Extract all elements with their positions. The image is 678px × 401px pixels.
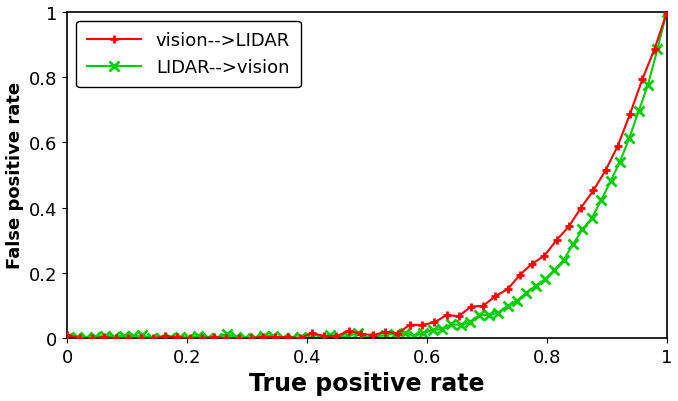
Y-axis label: False positive rate: False positive rate <box>5 82 24 269</box>
LIDAR-->vision <box>316 336 324 341</box>
LIDAR-->vision <box>578 227 586 232</box>
vision-->LIDAR <box>443 313 451 318</box>
vision-->LIDAR <box>63 332 71 337</box>
vision-->LIDAR <box>320 334 328 338</box>
vision-->LIDAR <box>626 112 634 117</box>
vision-->LIDAR <box>577 206 585 211</box>
vision-->LIDAR <box>381 330 389 334</box>
vision-->LIDAR <box>650 47 658 52</box>
vision-->LIDAR <box>431 320 439 325</box>
vision-->LIDAR <box>540 254 549 259</box>
vision-->LIDAR <box>638 78 646 83</box>
X-axis label: True positive rate: True positive rate <box>250 371 485 395</box>
vision-->LIDAR <box>259 334 267 339</box>
vision-->LIDAR <box>186 336 194 341</box>
vision-->LIDAR <box>125 336 133 341</box>
vision-->LIDAR <box>87 336 96 341</box>
vision-->LIDAR <box>137 336 145 341</box>
vision-->LIDAR <box>455 314 463 319</box>
vision-->LIDAR <box>174 335 182 340</box>
vision-->LIDAR <box>614 144 622 149</box>
vision-->LIDAR <box>344 328 353 333</box>
vision-->LIDAR <box>492 294 500 299</box>
Line: vision-->LIDAR: vision-->LIDAR <box>63 9 671 342</box>
vision-->LIDAR <box>418 323 426 328</box>
vision-->LIDAR <box>283 334 292 339</box>
vision-->LIDAR <box>332 334 340 339</box>
vision-->LIDAR <box>565 225 573 229</box>
vision-->LIDAR <box>271 335 279 340</box>
vision-->LIDAR <box>406 322 414 327</box>
vision-->LIDAR <box>296 336 304 341</box>
vision-->LIDAR <box>198 336 206 341</box>
vision-->LIDAR <box>149 336 157 341</box>
vision-->LIDAR <box>467 304 475 309</box>
LIDAR-->vision <box>241 336 250 341</box>
LIDAR-->vision <box>63 336 71 341</box>
LIDAR-->vision <box>662 10 671 15</box>
vision-->LIDAR <box>528 261 536 266</box>
vision-->LIDAR <box>75 336 83 341</box>
vision-->LIDAR <box>357 332 365 336</box>
vision-->LIDAR <box>553 238 561 243</box>
vision-->LIDAR <box>100 335 108 340</box>
vision-->LIDAR <box>516 273 524 277</box>
LIDAR-->vision <box>204 335 212 340</box>
vision-->LIDAR <box>601 168 610 173</box>
vision-->LIDAR <box>112 336 120 341</box>
vision-->LIDAR <box>222 336 231 341</box>
vision-->LIDAR <box>161 334 170 339</box>
vision-->LIDAR <box>393 331 401 336</box>
vision-->LIDAR <box>504 287 512 292</box>
vision-->LIDAR <box>235 336 243 341</box>
vision-->LIDAR <box>247 336 255 341</box>
vision-->LIDAR <box>589 188 597 193</box>
vision-->LIDAR <box>662 11 671 16</box>
vision-->LIDAR <box>308 331 316 336</box>
LIDAR-->vision <box>372 334 380 339</box>
Legend: vision-->LIDAR, LIDAR-->vision: vision-->LIDAR, LIDAR-->vision <box>77 22 301 88</box>
LIDAR-->vision <box>644 83 652 88</box>
vision-->LIDAR <box>369 333 377 338</box>
vision-->LIDAR <box>479 304 487 308</box>
vision-->LIDAR <box>210 335 218 340</box>
Line: LIDAR-->vision: LIDAR-->vision <box>62 8 672 343</box>
